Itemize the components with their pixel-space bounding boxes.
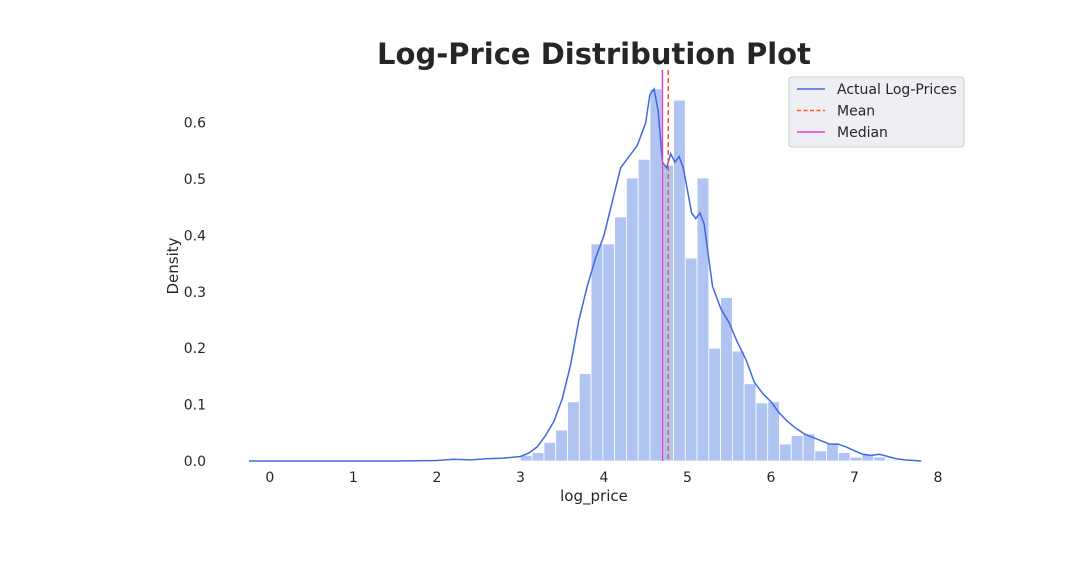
y-tick-label: 0.4: [184, 228, 206, 244]
y-tick-label: 0.2: [184, 341, 206, 357]
y-tick-label: 0.3: [184, 285, 206, 301]
x-tick-label: 7: [850, 470, 859, 486]
histogram-bar: [814, 450, 827, 462]
histogram-bar: [590, 243, 604, 462]
histogram-bar: [873, 456, 886, 462]
histogram-bar: [849, 456, 863, 462]
histogram-bar: [567, 401, 580, 462]
histogram-bar: [755, 402, 769, 462]
histogram-bar: [578, 373, 592, 462]
legend: Actual Log-Prices Mean Median: [788, 76, 965, 148]
y-tick-label: 0.5: [184, 172, 206, 188]
y-tick-label: 0.6: [184, 116, 206, 132]
x-tick-label: 0: [265, 470, 274, 486]
x-tick-label: 5: [683, 470, 692, 486]
histogram-bar: [802, 433, 816, 462]
histogram-bar: [885, 459, 898, 462]
legend-label: Actual Log-Prices: [837, 82, 957, 98]
x-axis-label: log_price: [560, 487, 628, 506]
legend-label: Median: [837, 125, 888, 141]
x-axis-ticks: 0 1 2 3 4 5 6 7 8: [265, 470, 942, 486]
y-axis-ticks: 0.0 0.1 0.2 0.3 0.4 0.5 0.6: [184, 116, 206, 470]
histogram-bar: [779, 443, 792, 462]
histogram-bar: [543, 441, 557, 462]
histogram-bar: [614, 216, 627, 462]
histogram-bar: [602, 243, 616, 462]
histogram-bar: [637, 158, 651, 462]
chart-title: Log-Price Distribution Plot: [377, 37, 811, 71]
legend-box: [788, 76, 965, 148]
y-tick-label: 0.0: [184, 454, 206, 470]
histogram-bar: [555, 429, 568, 462]
x-tick-label: 1: [349, 470, 358, 486]
histogram-bar: [720, 297, 733, 462]
histogram-bar: [790, 435, 804, 462]
histogram-bar: [649, 88, 663, 462]
x-tick-label: 6: [767, 470, 776, 486]
legend-label: Mean: [837, 104, 875, 120]
x-tick-label: 4: [599, 470, 608, 486]
x-tick-label: 2: [432, 470, 441, 486]
y-axis-label: Density: [164, 237, 182, 294]
x-tick-label: 3: [516, 470, 525, 486]
histogram-bar: [767, 401, 780, 462]
y-tick-label: 0.1: [184, 398, 206, 414]
histogram-bar: [708, 347, 722, 462]
histogram-bar: [684, 257, 698, 462]
histogram-bar: [673, 99, 686, 462]
histogram-bar: [837, 452, 851, 462]
histogram-bar: [531, 452, 545, 462]
histogram-bar: [826, 443, 839, 462]
histogram-bar: [626, 177, 639, 462]
histogram-bar: [731, 350, 745, 462]
x-tick-label: 8: [934, 470, 943, 486]
kde-line: [249, 87, 922, 462]
histogram-bar: [696, 177, 710, 462]
histogram-bar: [743, 383, 757, 462]
